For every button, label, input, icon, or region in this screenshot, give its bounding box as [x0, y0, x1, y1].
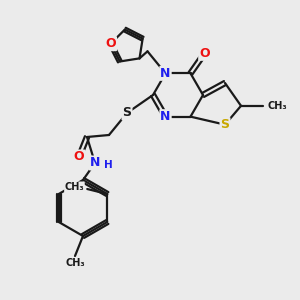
Text: N: N — [160, 67, 171, 80]
Text: N: N — [90, 157, 100, 169]
Text: S: S — [122, 106, 131, 119]
Text: CH₃: CH₃ — [268, 101, 288, 111]
Text: CH₃: CH₃ — [65, 258, 85, 268]
Text: O: O — [74, 151, 84, 164]
Text: N: N — [160, 110, 171, 123]
Text: CH₃: CH₃ — [64, 182, 84, 192]
Text: O: O — [105, 37, 116, 50]
Text: S: S — [220, 118, 230, 131]
Text: O: O — [199, 47, 210, 60]
Text: H: H — [104, 160, 113, 170]
